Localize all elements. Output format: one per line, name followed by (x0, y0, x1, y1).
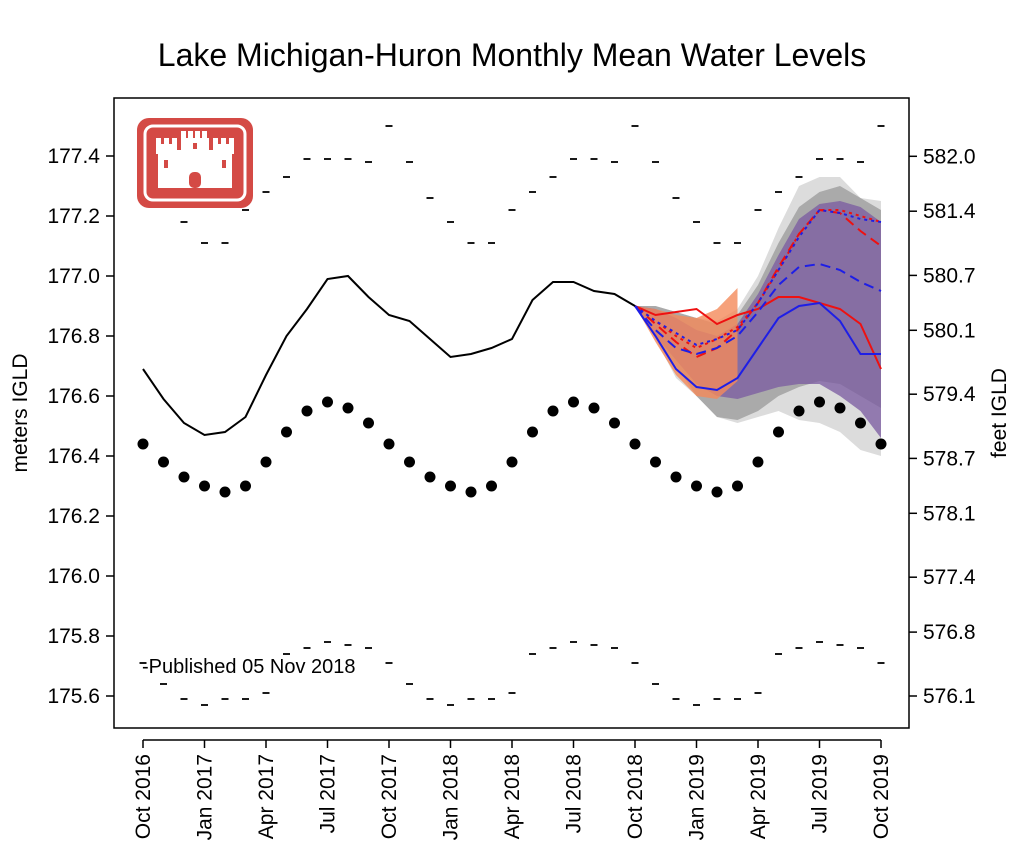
right-tick-label: 578.7 (923, 447, 976, 470)
left-tick-label: 177.2 (47, 205, 100, 228)
left-axis-label: meters IGLD (9, 353, 32, 472)
average-point (711, 486, 723, 498)
forecast-layer (634, 208, 882, 392)
average-point (342, 402, 354, 414)
bands-layer (635, 177, 881, 456)
x-tick-label: Oct 2019 (870, 754, 893, 839)
forecast-line-3 (634, 301, 881, 392)
forecast-line-5 (634, 208, 882, 347)
x-tick-label: Jul 2017 (317, 754, 340, 833)
average-point (834, 402, 846, 414)
left-tick-label: 175.8 (47, 625, 100, 648)
forecast-line-0 (634, 296, 882, 370)
right-tick-label: 579.4 (923, 383, 976, 406)
average-point (199, 480, 210, 492)
forecast-line-4 (634, 262, 882, 356)
average-point (424, 471, 436, 483)
average-point (732, 480, 743, 492)
right-axis-label: feet IGLD (988, 368, 1011, 458)
average-point (773, 426, 784, 438)
average-point (486, 480, 497, 492)
average-point (158, 456, 169, 468)
left-tick-label: 176.4 (47, 445, 100, 468)
x-tick-label: Jan 2017 (194, 754, 217, 840)
recorded-level-line (142, 274, 636, 437)
x-tick-label: Apr 2018 (501, 754, 524, 839)
left-tick-label: 176.2 (47, 505, 100, 528)
average-point (568, 396, 579, 408)
x-tick-label: Jan 2019 (686, 754, 709, 840)
published-note: -Published 05 Nov 2018 (142, 656, 356, 678)
right-tick-label: 576.8 (923, 621, 976, 644)
left-axis: 175.6 175.8 176.0 176.2 176.4 176.6 176.8 177.0… (47, 145, 114, 708)
average-point (691, 480, 702, 492)
average-point (588, 402, 600, 414)
x-axis: Oct 2016 Jan 2017 Apr 2017 Jul 2017 Oct 2017… (132, 739, 893, 840)
average-point (855, 417, 866, 429)
x-tick-label: Apr 2017 (255, 754, 278, 839)
average-point (281, 426, 292, 438)
chart-title: Lake Michigan-Huron Monthly Mean Water L… (158, 37, 866, 73)
forecast-line-2 (634, 209, 882, 350)
left-tick-label: 176.8 (47, 325, 100, 348)
average-point (301, 405, 313, 417)
published-text: Published 05 Nov 2018 (149, 656, 356, 678)
published-dash: - (142, 656, 149, 678)
left-tick-label: 177.4 (47, 145, 100, 168)
average-point (363, 417, 374, 429)
x-tick-label: Oct 2016 (132, 754, 155, 839)
average-point (137, 438, 149, 450)
x-tick-label: Jul 2019 (809, 754, 832, 833)
average-point (445, 480, 456, 492)
average-point (383, 438, 395, 450)
right-tick-label: 580.7 (923, 264, 976, 287)
x-tick-label: Oct 2018 (624, 754, 647, 839)
average-point (629, 438, 641, 450)
x-tick-label: Jan 2018 (440, 754, 463, 840)
recorded-layer (142, 274, 636, 437)
average-point (650, 456, 661, 468)
right-tick-label: 582.0 (923, 145, 976, 168)
average-point (752, 456, 764, 468)
left-tick-label: 177.0 (47, 265, 100, 288)
right-tick-label: 581.4 (923, 200, 976, 223)
average-point (670, 471, 682, 483)
right-tick-label: 580.1 (923, 319, 976, 342)
average-point (465, 486, 477, 498)
average-point (506, 456, 518, 468)
x-tick-label: Apr 2019 (747, 754, 770, 839)
average-point (609, 417, 620, 429)
right-tick-label: 576.1 (923, 685, 976, 708)
average-point (219, 486, 231, 498)
left-tick-label: 176.6 (47, 385, 100, 408)
plot-frame (113, 97, 910, 729)
right-tick-label: 578.1 (923, 502, 976, 525)
forecast-band-3 (635, 288, 738, 399)
average-layer (137, 396, 887, 498)
average-point (322, 396, 333, 408)
left-tick-label: 176.0 (47, 565, 100, 588)
average-point (547, 405, 559, 417)
average-point (527, 426, 538, 438)
right-axis: 576.1 576.8 577.4 578.1 578.7 579.4 580.1 580.7… (909, 145, 976, 708)
average-point (404, 456, 415, 468)
castle-logo (137, 118, 253, 208)
x-tick-label: Jul 2018 (563, 754, 586, 833)
average-point (260, 456, 272, 468)
x-tick-label: Oct 2017 (378, 754, 401, 839)
right-tick-label: 577.4 (923, 566, 976, 589)
average-point (814, 396, 825, 408)
average-point (178, 471, 190, 483)
average-point (793, 405, 805, 417)
average-point (240, 480, 251, 492)
left-tick-label: 175.6 (47, 685, 100, 708)
average-point (875, 438, 887, 450)
record-low-layer (139, 641, 885, 706)
